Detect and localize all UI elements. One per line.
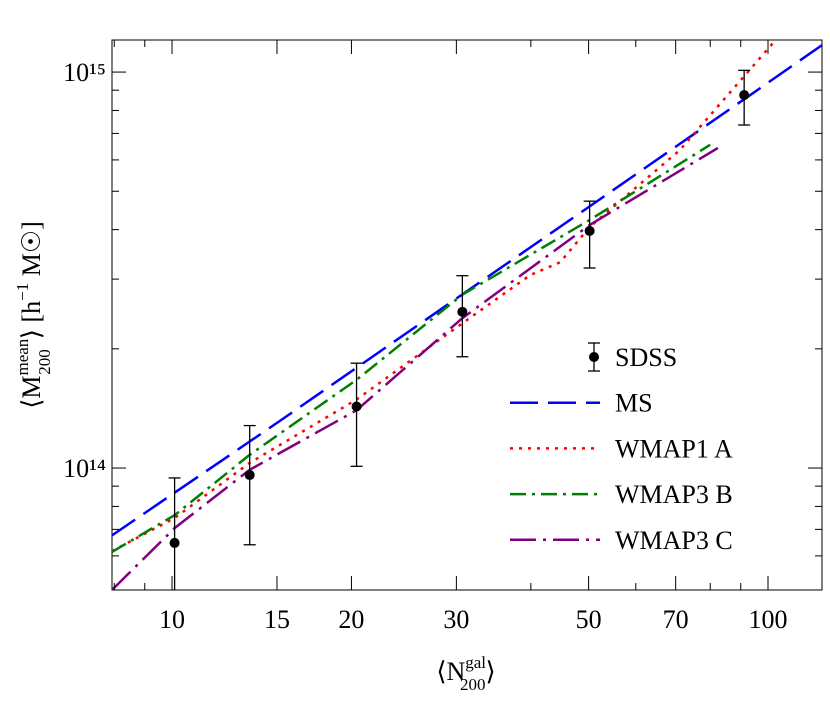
y-axis-label: ⟨Mmean 200⟩ [h−1 M☉] (13, 221, 54, 409)
plot-frame (111, 39, 823, 591)
legend-label: WMAP1 A (615, 434, 733, 463)
legend-label: WMAP3 C (615, 526, 733, 555)
legend-marker (589, 352, 599, 362)
legend-label: MS (615, 389, 653, 418)
data-point (584, 225, 595, 236)
x-tick-label: 10 (159, 605, 185, 634)
x-axis-label: ⟨Ngal 200⟩ (436, 653, 495, 694)
data-point (739, 90, 750, 101)
data-point (457, 306, 468, 317)
data-point (244, 470, 255, 481)
data-point (169, 537, 180, 548)
plot-area (112, 40, 822, 590)
legend-label: SDSS (615, 343, 677, 372)
x-tick-label: 30 (443, 605, 469, 634)
y-tick-label: 10¹⁴ (63, 454, 106, 483)
x-tick-label: 20 (338, 605, 364, 634)
x-tick-label: 15 (264, 605, 290, 634)
legend-label: WMAP3 B (615, 480, 733, 509)
y-tick-label: 10¹⁵ (63, 58, 106, 87)
x-tick-label: 50 (576, 605, 602, 634)
x-tick-label: 100 (748, 605, 787, 634)
x-tick-label: 70 (663, 605, 689, 634)
series-line (112, 40, 777, 553)
data-point (351, 401, 362, 412)
